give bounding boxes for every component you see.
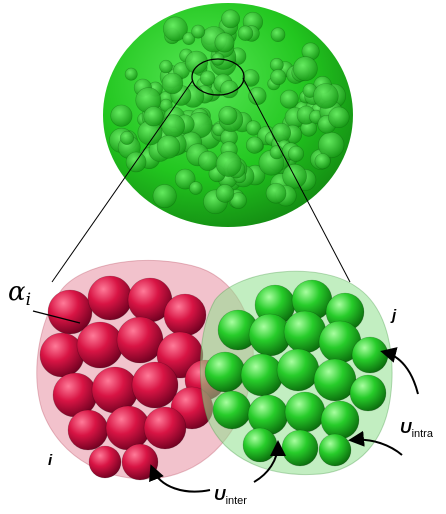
cluster-i-beads — [39, 275, 226, 481]
ellipse-zoom-icon — [191, 58, 245, 96]
macro-bump — [245, 120, 261, 136]
curved-arrow-icon — [348, 430, 403, 456]
red-bead — [105, 405, 151, 451]
u-intra-label: Uintra — [400, 420, 434, 440]
macro-bump — [237, 25, 254, 41]
green-bead — [212, 390, 252, 430]
macro-bump — [248, 86, 267, 106]
macro-bump — [182, 32, 196, 45]
macro-aggregate — [103, 3, 353, 227]
red-bead — [163, 293, 207, 337]
red-bead — [143, 406, 187, 450]
macro-bump — [242, 69, 260, 87]
red-bead — [121, 443, 159, 481]
macro-bump — [189, 181, 203, 195]
red-bead — [131, 361, 179, 409]
macro-bump — [270, 69, 287, 86]
green-bead — [349, 374, 387, 412]
curved-arrow-icon — [380, 347, 419, 395]
macro-bump — [318, 131, 345, 159]
macro-bump — [152, 184, 177, 209]
macro-bump — [287, 145, 304, 162]
green-bead — [318, 433, 352, 467]
u-inter-label: Uinter — [214, 487, 247, 507]
cluster-j-label: j — [390, 307, 397, 324]
green-bead — [313, 358, 357, 402]
macro-bump — [215, 184, 235, 203]
cluster-j — [199, 270, 393, 476]
zoom-guides — [51, 58, 351, 283]
green-bead — [281, 429, 319, 467]
curved-arrow-icon — [149, 464, 211, 493]
macro-bump — [246, 136, 264, 154]
cluster-i-label: i — [48, 452, 53, 469]
macro-bump — [159, 59, 173, 74]
red-bead — [87, 275, 133, 321]
green-bead — [276, 348, 320, 392]
macro-bump — [269, 145, 284, 160]
macro-bump — [314, 153, 331, 170]
macro-bump — [162, 16, 188, 42]
macro-bump — [221, 9, 241, 29]
red-bead — [67, 409, 109, 451]
macro-bump — [185, 50, 209, 74]
alpha-pointer — [32, 310, 81, 324]
macro-bump — [271, 122, 292, 143]
macro-bump — [270, 27, 286, 43]
macro-bump — [292, 56, 318, 82]
red-bead — [47, 289, 93, 335]
curved-arrow-icon — [253, 440, 286, 483]
red-bead — [76, 321, 124, 369]
zoom-line-left — [51, 79, 194, 283]
cluster-j-beads — [204, 279, 389, 467]
green-bead — [351, 336, 389, 374]
red-bead — [116, 316, 164, 364]
macro-bump — [156, 135, 181, 159]
macro-bump — [220, 80, 239, 99]
macro-bump — [161, 114, 185, 138]
macro-bump — [265, 182, 287, 204]
alpha-annotation: αi — [8, 277, 81, 324]
cluster-i — [36, 259, 254, 481]
green-bead — [204, 351, 246, 393]
macro-bump — [161, 72, 184, 95]
green-bead — [284, 391, 326, 433]
macro-bump — [279, 89, 299, 109]
macro-bump — [191, 24, 206, 39]
macro-surface-bumps — [109, 9, 350, 215]
svg-text:αi: αi — [8, 277, 31, 310]
alpha-subscript: i — [26, 290, 31, 310]
macro-bump — [328, 106, 350, 129]
green-bead — [242, 427, 278, 463]
macro-bump — [199, 70, 216, 86]
macro-bump — [218, 106, 238, 126]
red-bead — [88, 445, 122, 479]
alpha-label: α — [8, 277, 26, 307]
u-intra-arrows — [348, 347, 419, 456]
macro-bump — [110, 104, 133, 127]
macro-bump — [174, 168, 196, 190]
u-inter-arrows — [149, 440, 286, 493]
green-bead — [240, 353, 284, 397]
macro-bump — [124, 67, 138, 81]
macro-bump — [198, 150, 219, 171]
macro-bump — [143, 106, 164, 127]
macro-bump — [312, 83, 339, 109]
macro-bump — [120, 130, 135, 145]
macro-bump — [214, 32, 235, 53]
green-bead — [320, 400, 360, 440]
zoom-line-right — [242, 77, 351, 283]
macro-bump — [215, 151, 242, 177]
